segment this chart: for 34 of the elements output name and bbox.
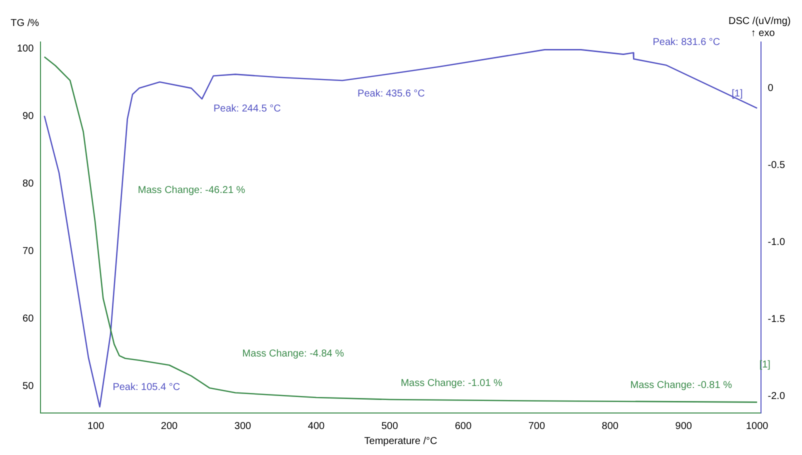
text: ↑ exo [750,28,776,40]
y-tick-label: 90 [22,110,34,122]
annotation: Mass Change: -1.01 % [400,378,503,390]
annotation: Peak: 435.6 °C [358,88,425,100]
annotation: Mass Change: -4.84 % [242,348,344,360]
annotation: Mass Change: -46.21 % [138,185,246,196]
x-tick-label: 900 [675,420,692,432]
annotation: [1] [732,88,743,100]
x-tick-label: 1000 [746,420,769,432]
x-tick-label: 300 [234,420,252,432]
y2-tick-label: -1.0 [768,236,786,248]
y-tick-label: 50 [22,380,34,392]
y2-tick-label: -0.5 [768,160,786,171]
x-axis-title: Temperature /°C [364,436,438,447]
y2-tick-label: -1.5 [768,314,786,325]
y2-tick-label: -2.0 [768,390,786,402]
x-tick-label: 700 [528,420,546,432]
annotation: Peak: 831.6 °C [652,36,720,48]
x-tick-label: 200 [160,420,178,432]
annotation: Mass Change: -0.81 % [630,380,732,391]
x-tick-label: 100 [87,420,105,432]
annotation: Peak: 244.5 °C [214,104,281,115]
x-tick-label: 400 [308,420,326,432]
x-tick-label: 600 [454,420,472,432]
y2-axis-title: DSC /(uV/mg) [728,16,791,27]
y-tick-label: 100 [16,43,34,54]
y-tick-label: 70 [22,246,34,257]
x-tick-label: 800 [602,420,619,432]
y-tick-label: 60 [22,313,34,324]
y-axis-title: TG /% [10,18,40,29]
annotation: Peak: 105.4 °C [112,382,180,393]
y2-tick-label: 0 [768,82,774,94]
x-tick-label: 500 [381,420,398,432]
y-tick-label: 80 [22,178,34,190]
